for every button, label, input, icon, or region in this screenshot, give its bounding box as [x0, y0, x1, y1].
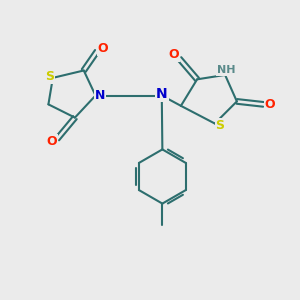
Text: NH: NH: [217, 65, 236, 76]
Text: S: S: [216, 119, 225, 132]
Text: O: O: [169, 48, 179, 61]
Text: N: N: [95, 89, 105, 102]
Text: O: O: [98, 42, 108, 55]
Text: N: N: [156, 87, 168, 101]
Text: O: O: [265, 98, 275, 111]
Text: S: S: [45, 70, 54, 83]
Text: O: O: [46, 135, 57, 148]
